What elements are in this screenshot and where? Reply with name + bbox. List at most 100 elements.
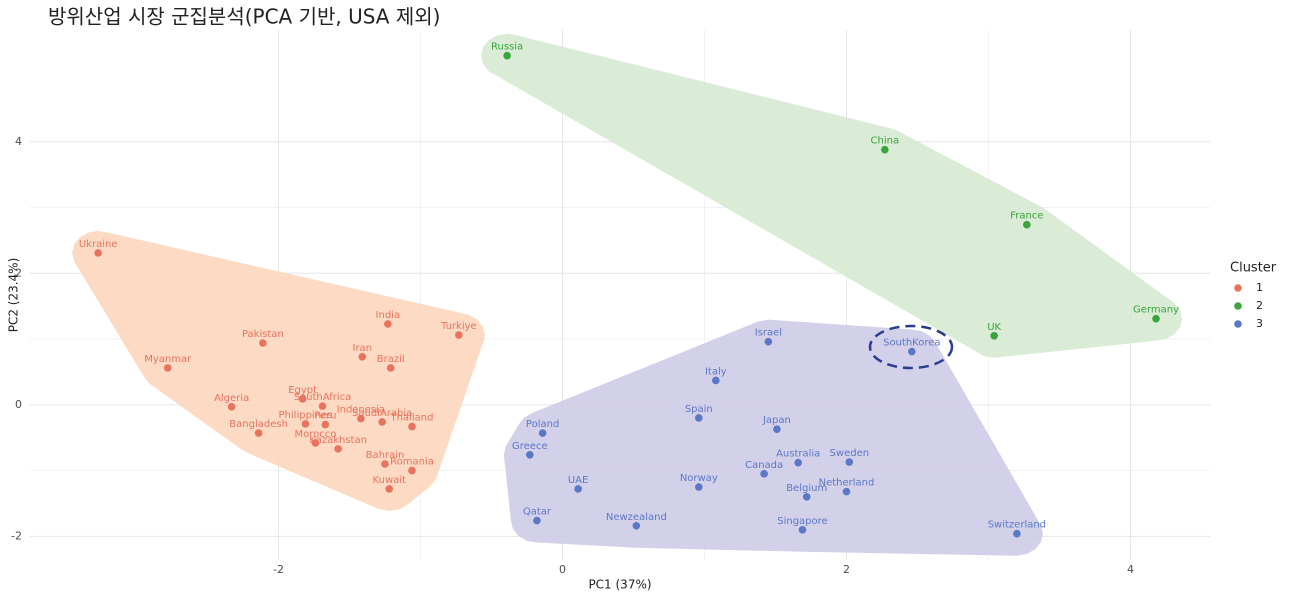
point-label: SaudiArabia — [352, 408, 412, 419]
point-label: Thailand — [389, 413, 433, 424]
point-label: Qatar — [523, 507, 552, 518]
point — [318, 402, 327, 410]
legend-label: 3 — [1256, 317, 1263, 330]
point-label: Israel — [755, 328, 782, 339]
legend-swatch — [1234, 320, 1242, 328]
point-label: SouthKorea — [883, 338, 940, 349]
point — [385, 485, 394, 493]
point-label: Belgium — [786, 483, 827, 494]
point-label: Peru — [314, 411, 336, 422]
point — [408, 466, 416, 475]
point — [254, 429, 263, 437]
point-label: Ukraine — [79, 239, 118, 250]
marks: Ukraine Myanmar Pakistan India Turkiye Iran Br… — [79, 42, 1179, 538]
point — [574, 485, 582, 493]
highlight-ellipse — [868, 324, 954, 370]
point — [533, 516, 541, 525]
y-tick-label: -2 — [11, 529, 22, 542]
point-label: Singapore — [777, 516, 827, 527]
legend-swatch — [1234, 302, 1242, 310]
point-label: Switzerland — [988, 520, 1046, 531]
point-label: Pakistan — [242, 329, 284, 340]
point-label: UAE — [568, 475, 588, 486]
point — [802, 493, 811, 501]
point — [695, 414, 703, 422]
point — [990, 331, 998, 340]
point-label: France — [1010, 211, 1043, 222]
point-label: Netherland — [819, 478, 875, 489]
y-tick-label: 4 — [15, 135, 22, 148]
x-tick-label: 4 — [1127, 563, 1134, 576]
point-label: Philippines — [279, 410, 333, 421]
point — [321, 420, 330, 429]
point-label: Australia — [776, 449, 820, 460]
point — [386, 364, 395, 372]
point — [632, 522, 641, 530]
point-label: Japan — [762, 415, 791, 426]
point-label: Romania — [390, 457, 434, 468]
point — [301, 420, 310, 428]
point-label: Indonesia — [337, 405, 385, 416]
point — [764, 337, 773, 346]
x-axis-label: PC1 (37%) — [588, 578, 651, 592]
point — [760, 470, 768, 478]
point-label: India — [376, 310, 401, 321]
point — [1152, 314, 1160, 323]
point — [358, 353, 367, 361]
point — [1023, 220, 1031, 229]
point-label: Greece — [512, 441, 548, 452]
point-label: Poland — [526, 419, 559, 430]
point-label: Turkiye — [440, 321, 477, 332]
point-label: Spain — [685, 404, 713, 415]
point-label: Kuwait — [373, 475, 406, 486]
x-tick-label: 0 — [559, 563, 566, 576]
point — [773, 425, 781, 433]
y-tick-label: 0 — [15, 398, 22, 411]
point-label: SouthAfrica — [294, 392, 352, 403]
point — [163, 364, 172, 372]
point — [842, 487, 851, 496]
point-label: Egypt — [288, 385, 317, 396]
point-label: Iran — [353, 343, 373, 354]
point-label: Russia — [491, 42, 523, 53]
point — [408, 422, 416, 431]
point — [503, 51, 511, 60]
y-tick-label: 2 — [15, 266, 22, 279]
point — [357, 414, 365, 423]
point — [455, 331, 463, 339]
point-label: Kazakhstan — [309, 435, 367, 446]
legend-title: Cluster — [1230, 261, 1277, 276]
hulls — [72, 33, 1183, 556]
point — [881, 145, 889, 154]
point-label: Norway — [680, 473, 718, 484]
point — [311, 439, 320, 447]
point — [794, 458, 803, 467]
point — [538, 429, 547, 437]
point-label: China — [871, 136, 900, 147]
point — [798, 525, 807, 534]
point-label: Newzealand — [606, 512, 667, 523]
point — [94, 249, 102, 257]
chart-title: 방위산업 시장 군집분석(PCA 기반, USA 제외) — [48, 5, 440, 29]
point-label: Algeria — [214, 393, 249, 404]
cluster-hull — [72, 230, 485, 511]
point — [227, 402, 236, 411]
point-label: Italy — [705, 366, 727, 377]
point-label: Bahrain — [366, 450, 405, 461]
point-label: Morocco — [294, 429, 336, 440]
point — [845, 458, 854, 466]
point-label: Sweden — [830, 448, 870, 459]
point-label: UK — [987, 322, 1001, 333]
y-axis-label: PC2 (23.4%) — [7, 258, 21, 333]
point-label: Brazil — [377, 354, 405, 365]
x-tick-label: -2 — [273, 563, 284, 576]
point-label: Canada — [745, 460, 783, 471]
cluster-hull — [503, 319, 1043, 556]
x-tick-label: 2 — [843, 563, 850, 576]
cluster-hull — [481, 33, 1183, 358]
legend: 1 2 3 — [1234, 281, 1263, 330]
point-label: Germany — [1133, 305, 1179, 316]
legend-label: 1 — [1256, 281, 1263, 294]
point — [526, 450, 534, 459]
